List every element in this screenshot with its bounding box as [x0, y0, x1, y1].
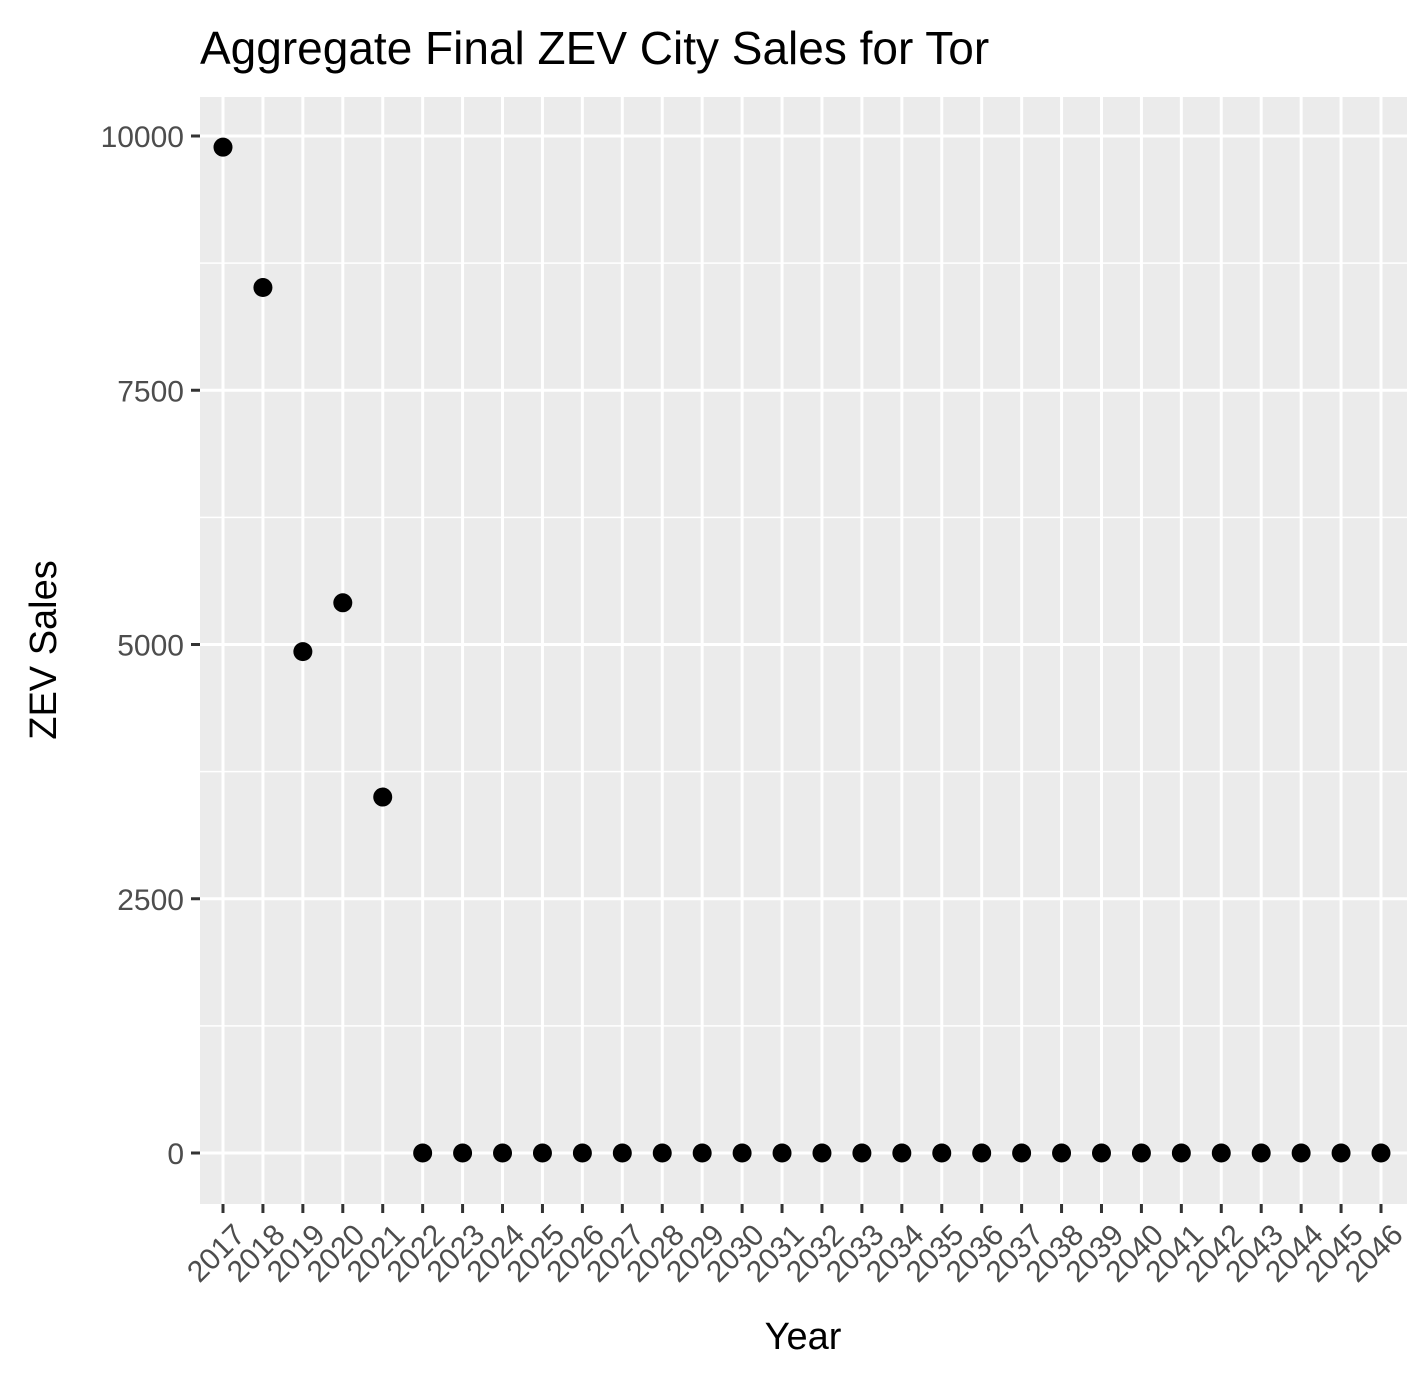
data-point: [812, 1143, 832, 1163]
data-point: [293, 642, 313, 662]
y-tick-label: 0: [167, 1138, 184, 1171]
data-point: [572, 1143, 592, 1163]
data-point: [1131, 1143, 1151, 1163]
plot-panel: [200, 97, 1407, 1204]
y-tick-label: 2500: [117, 884, 184, 917]
data-point: [852, 1143, 872, 1163]
data-point: [612, 1143, 632, 1163]
y-axis: 0 2500 5000 7500 10000: [101, 121, 200, 1171]
y-tick-label: 10000: [101, 121, 184, 154]
data-point: [1371, 1143, 1391, 1163]
data-point: [373, 787, 393, 807]
data-point: [1291, 1143, 1311, 1163]
data-point: [692, 1143, 712, 1163]
data-point: [1091, 1143, 1111, 1163]
data-point: [493, 1143, 513, 1163]
data-point: [1211, 1143, 1231, 1163]
data-point: [213, 137, 233, 157]
data-point: [892, 1143, 912, 1163]
chart-title: Aggregate Final ZEV City Sales for Tor: [200, 22, 989, 74]
data-point: [1251, 1143, 1271, 1163]
x-axis-title: Year: [765, 1316, 842, 1358]
data-point: [532, 1143, 552, 1163]
minor-gridlines: [200, 262, 1407, 1027]
data-point: [732, 1143, 752, 1163]
data-point: [972, 1143, 992, 1163]
y-tick-label: 7500: [117, 375, 184, 408]
data-point: [1171, 1143, 1191, 1163]
y-tick-label: 5000: [117, 630, 184, 663]
data-point: [413, 1143, 433, 1163]
data-point: [453, 1143, 473, 1163]
data-point: [253, 278, 273, 298]
major-gridlines: [200, 97, 1407, 1204]
data-point: [333, 593, 353, 613]
data-point: [932, 1143, 952, 1163]
y-axis-title: ZEV Sales: [23, 560, 65, 740]
data-point: [772, 1143, 792, 1163]
data-point: [1052, 1143, 1072, 1163]
data-point: [1012, 1143, 1032, 1163]
data-point: [1331, 1143, 1351, 1163]
x-axis: 2017201820192020202120222023202420252026…: [181, 1204, 1410, 1289]
data-point: [652, 1143, 672, 1163]
data-points: [213, 137, 1391, 1163]
